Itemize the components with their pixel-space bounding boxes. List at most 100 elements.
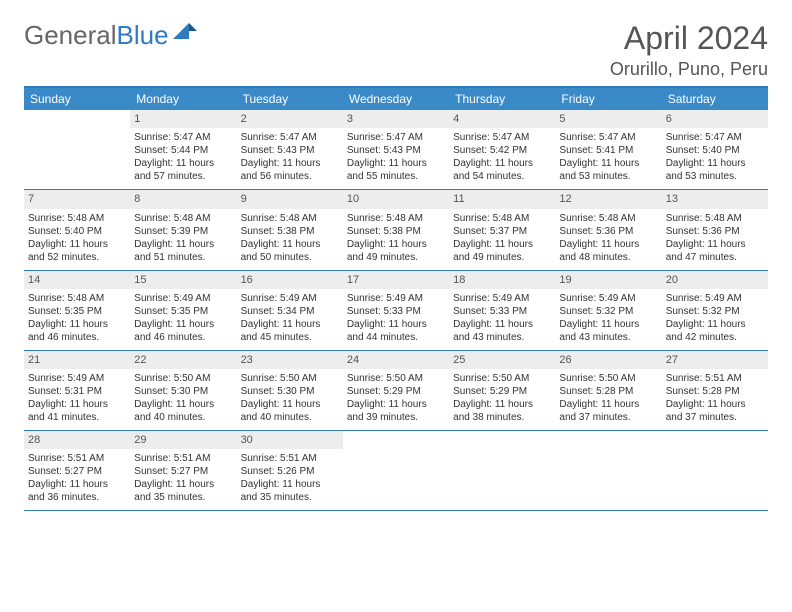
- day-cell: 23Sunrise: 5:50 AMSunset: 5:30 PMDayligh…: [237, 351, 343, 430]
- daylight-text: and 56 minutes.: [241, 170, 339, 183]
- daylight-text: and 45 minutes.: [241, 331, 339, 344]
- day-cell: 8Sunrise: 5:48 AMSunset: 5:39 PMDaylight…: [130, 190, 236, 269]
- day-cell: [662, 431, 768, 510]
- day-number: 4: [449, 110, 555, 128]
- day-cell: 25Sunrise: 5:50 AMSunset: 5:29 PMDayligh…: [449, 351, 555, 430]
- sunset-text: Sunset: 5:41 PM: [559, 144, 657, 157]
- day-number: 3: [343, 110, 449, 128]
- daylight-text: and 35 minutes.: [134, 491, 232, 504]
- sunset-text: Sunset: 5:36 PM: [666, 225, 764, 238]
- day-number: 15: [130, 271, 236, 289]
- daylight-text: Daylight: 11 hours: [666, 398, 764, 411]
- week-row: 1Sunrise: 5:47 AMSunset: 5:44 PMDaylight…: [24, 110, 768, 190]
- sunset-text: Sunset: 5:36 PM: [559, 225, 657, 238]
- sunset-text: Sunset: 5:27 PM: [134, 465, 232, 478]
- daylight-text: and 37 minutes.: [666, 411, 764, 424]
- day-header: Thursday: [449, 88, 555, 110]
- day-cell: 11Sunrise: 5:48 AMSunset: 5:37 PMDayligh…: [449, 190, 555, 269]
- daylight-text: and 49 minutes.: [453, 251, 551, 264]
- daylight-text: and 57 minutes.: [134, 170, 232, 183]
- day-number: 6: [662, 110, 768, 128]
- daylight-text: Daylight: 11 hours: [241, 398, 339, 411]
- daylight-text: Daylight: 11 hours: [666, 238, 764, 251]
- day-number: 12: [555, 190, 661, 208]
- day-header: Friday: [555, 88, 661, 110]
- sunset-text: Sunset: 5:28 PM: [559, 385, 657, 398]
- day-cell: 17Sunrise: 5:49 AMSunset: 5:33 PMDayligh…: [343, 271, 449, 350]
- header: GeneralBlue April 2024 Orurillo, Puno, P…: [24, 20, 768, 80]
- day-cell: [449, 431, 555, 510]
- week-row: 7Sunrise: 5:48 AMSunset: 5:40 PMDaylight…: [24, 190, 768, 270]
- sunrise-text: Sunrise: 5:49 AM: [241, 292, 339, 305]
- daylight-text: Daylight: 11 hours: [453, 157, 551, 170]
- logo-mark-icon: [173, 15, 197, 46]
- sunset-text: Sunset: 5:38 PM: [347, 225, 445, 238]
- day-cell: [555, 431, 661, 510]
- sunset-text: Sunset: 5:31 PM: [28, 385, 126, 398]
- daylight-text: and 54 minutes.: [453, 170, 551, 183]
- day-cell: 10Sunrise: 5:48 AMSunset: 5:38 PMDayligh…: [343, 190, 449, 269]
- day-number: 2: [237, 110, 343, 128]
- day-number: 5: [555, 110, 661, 128]
- day-cell: 24Sunrise: 5:50 AMSunset: 5:29 PMDayligh…: [343, 351, 449, 430]
- sunset-text: Sunset: 5:28 PM: [666, 385, 764, 398]
- daylight-text: and 36 minutes.: [28, 491, 126, 504]
- day-number: 28: [24, 431, 130, 449]
- day-number: 8: [130, 190, 236, 208]
- day-cell: 19Sunrise: 5:49 AMSunset: 5:32 PMDayligh…: [555, 271, 661, 350]
- daylight-text: and 52 minutes.: [28, 251, 126, 264]
- day-cell: 16Sunrise: 5:49 AMSunset: 5:34 PMDayligh…: [237, 271, 343, 350]
- sunset-text: Sunset: 5:40 PM: [666, 144, 764, 157]
- daylight-text: and 46 minutes.: [28, 331, 126, 344]
- day-cell: 30Sunrise: 5:51 AMSunset: 5:26 PMDayligh…: [237, 431, 343, 510]
- sunrise-text: Sunrise: 5:47 AM: [241, 131, 339, 144]
- daylight-text: Daylight: 11 hours: [241, 238, 339, 251]
- sunset-text: Sunset: 5:30 PM: [241, 385, 339, 398]
- sunset-text: Sunset: 5:40 PM: [28, 225, 126, 238]
- title-block: April 2024 Orurillo, Puno, Peru: [610, 20, 768, 80]
- sunset-text: Sunset: 5:27 PM: [28, 465, 126, 478]
- daylight-text: Daylight: 11 hours: [559, 157, 657, 170]
- daylight-text: and 50 minutes.: [241, 251, 339, 264]
- sunset-text: Sunset: 5:32 PM: [666, 305, 764, 318]
- calendar: Sunday Monday Tuesday Wednesday Thursday…: [24, 86, 768, 511]
- sunset-text: Sunset: 5:42 PM: [453, 144, 551, 157]
- sunrise-text: Sunrise: 5:51 AM: [28, 452, 126, 465]
- week-row: 14Sunrise: 5:48 AMSunset: 5:35 PMDayligh…: [24, 271, 768, 351]
- sunset-text: Sunset: 5:44 PM: [134, 144, 232, 157]
- daylight-text: and 37 minutes.: [559, 411, 657, 424]
- sunset-text: Sunset: 5:35 PM: [28, 305, 126, 318]
- sunrise-text: Sunrise: 5:50 AM: [347, 372, 445, 385]
- sunrise-text: Sunrise: 5:48 AM: [453, 212, 551, 225]
- daylight-text: and 39 minutes.: [347, 411, 445, 424]
- sunrise-text: Sunrise: 5:50 AM: [134, 372, 232, 385]
- day-header: Monday: [130, 88, 236, 110]
- sunrise-text: Sunrise: 5:49 AM: [559, 292, 657, 305]
- location: Orurillo, Puno, Peru: [610, 59, 768, 80]
- daylight-text: Daylight: 11 hours: [666, 318, 764, 331]
- sunrise-text: Sunrise: 5:47 AM: [134, 131, 232, 144]
- day-cell: [343, 431, 449, 510]
- daylight-text: and 51 minutes.: [134, 251, 232, 264]
- day-number: 26: [555, 351, 661, 369]
- daylight-text: and 47 minutes.: [666, 251, 764, 264]
- day-header: Saturday: [662, 88, 768, 110]
- sunrise-text: Sunrise: 5:51 AM: [241, 452, 339, 465]
- sunrise-text: Sunrise: 5:50 AM: [559, 372, 657, 385]
- daylight-text: Daylight: 11 hours: [559, 318, 657, 331]
- day-cell: 20Sunrise: 5:49 AMSunset: 5:32 PMDayligh…: [662, 271, 768, 350]
- sunset-text: Sunset: 5:33 PM: [453, 305, 551, 318]
- daylight-text: and 46 minutes.: [134, 331, 232, 344]
- day-cell: 13Sunrise: 5:48 AMSunset: 5:36 PMDayligh…: [662, 190, 768, 269]
- day-number: 23: [237, 351, 343, 369]
- sunset-text: Sunset: 5:32 PM: [559, 305, 657, 318]
- sunset-text: Sunset: 5:34 PM: [241, 305, 339, 318]
- sunrise-text: Sunrise: 5:49 AM: [453, 292, 551, 305]
- sunrise-text: Sunrise: 5:48 AM: [559, 212, 657, 225]
- day-number: 16: [237, 271, 343, 289]
- day-cell: 27Sunrise: 5:51 AMSunset: 5:28 PMDayligh…: [662, 351, 768, 430]
- day-cell: 12Sunrise: 5:48 AMSunset: 5:36 PMDayligh…: [555, 190, 661, 269]
- sunset-text: Sunset: 5:33 PM: [347, 305, 445, 318]
- day-number: 27: [662, 351, 768, 369]
- logo: GeneralBlue: [24, 20, 197, 51]
